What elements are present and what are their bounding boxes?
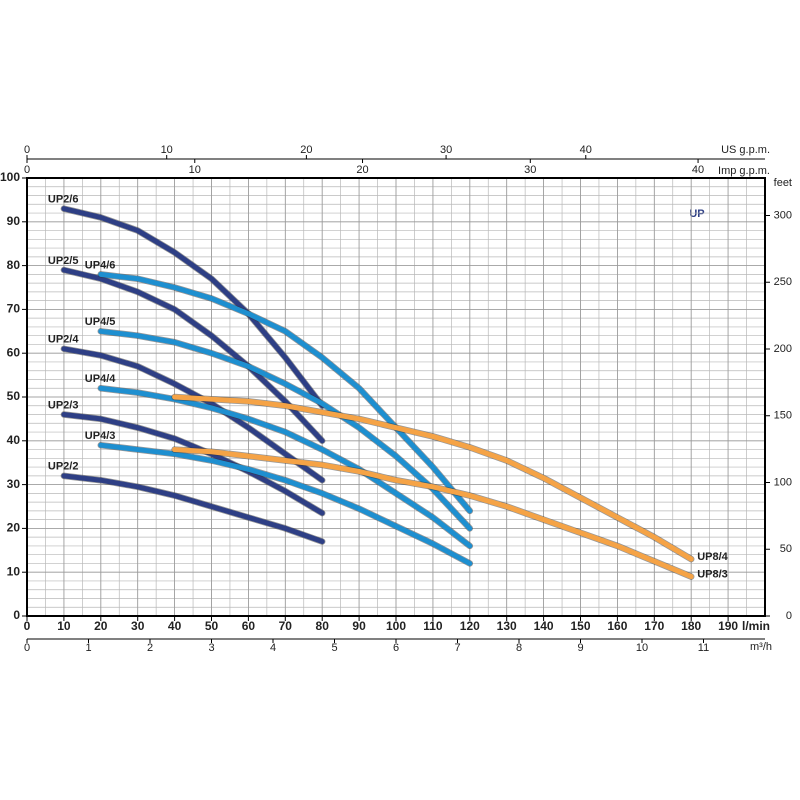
curve bbox=[98, 328, 473, 531]
secondary-tick-label: 30 bbox=[524, 164, 536, 176]
secondary-tick-label: 11 bbox=[698, 642, 709, 654]
y-tick-label: 30 bbox=[7, 477, 21, 491]
secondary-tick-label: 10 bbox=[161, 144, 173, 156]
y2-tick-label: 150 bbox=[774, 410, 792, 422]
curve bbox=[98, 442, 473, 566]
secondary-tick-label: 20 bbox=[356, 164, 368, 176]
us-gpm-label: US g.p.m. bbox=[721, 144, 770, 156]
secondary-tick-label: 20 bbox=[300, 144, 312, 156]
secondary-tick-label: 5 bbox=[331, 642, 337, 654]
secondary-tick-label: 40 bbox=[580, 144, 592, 156]
y-tick-label: 70 bbox=[7, 302, 21, 316]
x-tick-label: 0 bbox=[24, 619, 31, 633]
x-tick-label: 190 bbox=[718, 619, 738, 633]
curve bbox=[61, 206, 325, 409]
y-tick-label: 80 bbox=[7, 258, 21, 272]
curve bbox=[61, 267, 325, 444]
secondary-tick-label: 3 bbox=[208, 642, 214, 654]
plot-frame bbox=[26, 177, 766, 617]
x-tick-label: 40 bbox=[168, 619, 182, 633]
secondary-tick-label: 2 bbox=[147, 642, 153, 654]
secondary-tick-label: 8 bbox=[516, 642, 522, 654]
y2-tick-label: 100 bbox=[774, 476, 792, 488]
x-tick-label: 180 bbox=[681, 619, 701, 633]
y2-tick-label: 300 bbox=[774, 209, 792, 221]
secondary-tick-label: 0 bbox=[24, 642, 30, 654]
x-tick-label: 70 bbox=[279, 619, 293, 633]
x-tick-label: 130 bbox=[497, 619, 517, 633]
y-tick-label: 50 bbox=[7, 389, 21, 403]
y-tick-label: 10 bbox=[7, 564, 21, 578]
curve bbox=[61, 473, 325, 545]
x-tick-label: 80 bbox=[316, 619, 330, 633]
x-tick-label: 10 bbox=[57, 619, 71, 633]
secondary-tick-label: 0 bbox=[24, 164, 30, 176]
secondary-tick-label: 4 bbox=[270, 642, 276, 654]
x-tick-label: 120 bbox=[460, 619, 480, 633]
y-tick-label: 40 bbox=[7, 433, 21, 447]
secondary-tick-label: 1 bbox=[85, 642, 91, 654]
curve bbox=[61, 346, 325, 483]
curve-label: UP2/2 bbox=[48, 461, 79, 473]
x-tick-label: 160 bbox=[607, 619, 627, 633]
curve-label: UP4/3 bbox=[85, 430, 116, 442]
y2-axis-label: feet bbox=[774, 177, 792, 189]
secondary-tick-label: 40 bbox=[692, 164, 704, 176]
curve-label: UP4/6 bbox=[85, 259, 116, 271]
y2-tick-label: 250 bbox=[774, 276, 792, 288]
y-tick-label: 100 bbox=[0, 170, 20, 184]
curve-label: UP2/4 bbox=[48, 334, 79, 346]
curve bbox=[98, 385, 473, 549]
secondary-tick-label: 0 bbox=[24, 144, 30, 156]
curve-label: UP4/4 bbox=[85, 373, 116, 385]
x-tick-label: 140 bbox=[534, 619, 554, 633]
imp-gpm-label: Imp g.p.m. bbox=[718, 165, 770, 177]
y2-tick-label: 50 bbox=[780, 543, 792, 555]
logo: UP bbox=[689, 208, 704, 220]
y-tick-label: 0 bbox=[13, 608, 20, 622]
curve-label: UP8/3 bbox=[697, 568, 728, 580]
y2-tick-label: 200 bbox=[774, 343, 792, 355]
curve bbox=[172, 394, 694, 562]
secondary-tick-label: 30 bbox=[440, 144, 452, 156]
x-tick-label: 30 bbox=[131, 619, 145, 633]
secondary-tick-label: 7 bbox=[454, 642, 460, 654]
curve bbox=[61, 412, 325, 516]
secondary-tick-label: 10 bbox=[636, 642, 648, 654]
x-tick-label: 50 bbox=[205, 619, 219, 633]
curve-label: UP8/4 bbox=[697, 551, 728, 563]
y-tick-label: 60 bbox=[7, 345, 21, 359]
x-tick-label: 170 bbox=[644, 619, 664, 633]
secondary-tick-label: 9 bbox=[577, 642, 583, 654]
curve bbox=[98, 271, 473, 514]
y-tick-label: 20 bbox=[7, 521, 21, 535]
x-tick-label: 110 bbox=[423, 619, 443, 633]
secondary-tick-label: 10 bbox=[189, 164, 201, 176]
curve bbox=[172, 447, 694, 580]
x-axis-label: l/min bbox=[742, 619, 770, 633]
x-tick-label: 100 bbox=[386, 619, 406, 633]
x-tick-label: 90 bbox=[352, 619, 366, 633]
y-tick-label: 90 bbox=[7, 214, 21, 228]
curve-label: UP2/6 bbox=[48, 194, 79, 206]
secondary-tick-label: 6 bbox=[393, 642, 399, 654]
x-tick-label: 150 bbox=[570, 619, 590, 633]
curve-label: UP2/5 bbox=[48, 255, 79, 267]
y2-tick-label: 0 bbox=[786, 610, 792, 622]
x-tick-label: 60 bbox=[242, 619, 256, 633]
m3h-label: m³/h bbox=[750, 641, 772, 653]
curve-label: UP4/5 bbox=[85, 316, 116, 328]
curve-label: UP2/3 bbox=[48, 399, 79, 411]
x-tick-label: 20 bbox=[94, 619, 108, 633]
